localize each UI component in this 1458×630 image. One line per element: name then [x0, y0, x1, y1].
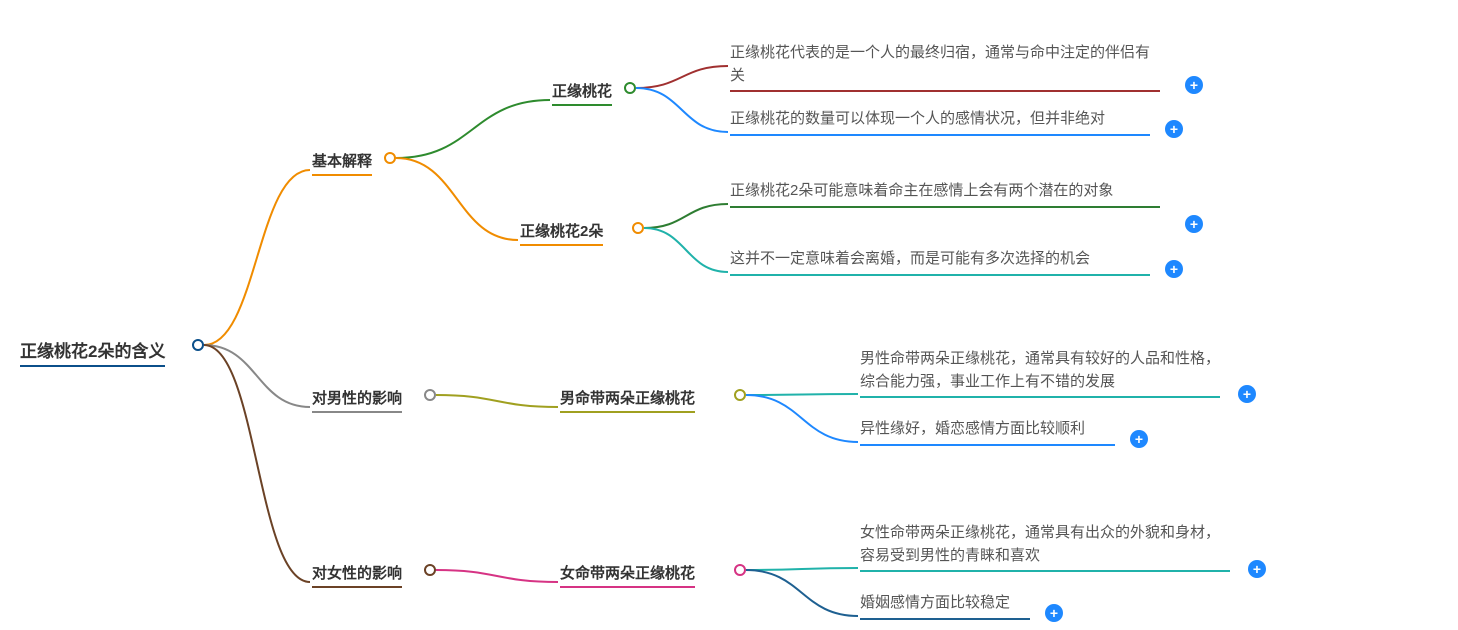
node-dot[interactable]	[192, 339, 204, 351]
leaf-node-2[interactable]: 正缘桃花2朵可能意味着命主在感情上会有两个潜在的对象	[730, 180, 1160, 208]
leaf-node-3[interactable]: 这并不一定意味着会离婚，而是可能有多次选择的机会	[730, 248, 1150, 276]
level2-node-1[interactable]: 正缘桃花2朵	[520, 220, 603, 246]
expand-icon[interactable]: +	[1238, 385, 1256, 403]
expand-icon[interactable]: +	[1185, 215, 1203, 233]
expand-icon[interactable]: +	[1045, 604, 1063, 622]
node-dot[interactable]	[424, 389, 436, 401]
node-dot[interactable]	[624, 82, 636, 94]
level2-node-3[interactable]: 女命带两朵正缘桃花	[560, 562, 695, 588]
expand-icon[interactable]: +	[1165, 120, 1183, 138]
node-dot[interactable]	[384, 152, 396, 164]
leaf-node-0[interactable]: 正缘桃花代表的是一个人的最终归宿，通常与命中注定的伴侣有关	[730, 42, 1160, 92]
leaf-node-1[interactable]: 正缘桃花的数量可以体现一个人的感情状况，但并非绝对	[730, 108, 1150, 136]
root-node[interactable]: 正缘桃花2朵的含义	[20, 337, 165, 367]
expand-icon[interactable]: +	[1248, 560, 1266, 578]
node-dot[interactable]	[734, 389, 746, 401]
node-dot[interactable]	[632, 222, 644, 234]
leaf-node-5[interactable]: 异性缘好，婚恋感情方面比较顺利	[860, 418, 1115, 446]
expand-icon[interactable]: +	[1185, 76, 1203, 94]
expand-icon[interactable]: +	[1165, 260, 1183, 278]
level2-node-0[interactable]: 正缘桃花	[552, 80, 612, 106]
node-dot[interactable]	[424, 564, 436, 576]
level1-node-2[interactable]: 对女性的影响	[312, 562, 402, 588]
node-dot[interactable]	[734, 564, 746, 576]
leaf-node-7[interactable]: 婚姻感情方面比较稳定	[860, 592, 1030, 620]
connector-layer	[0, 0, 1458, 630]
level2-node-2[interactable]: 男命带两朵正缘桃花	[560, 387, 695, 413]
level1-node-0[interactable]: 基本解释	[312, 150, 372, 176]
level1-node-1[interactable]: 对男性的影响	[312, 387, 402, 413]
leaf-node-6[interactable]: 女性命带两朵正缘桃花，通常具有出众的外貌和身材，容易受到男性的青睐和喜欢	[860, 522, 1230, 572]
leaf-node-4[interactable]: 男性命带两朵正缘桃花，通常具有较好的人品和性格，综合能力强，事业工作上有不错的发…	[860, 348, 1220, 398]
expand-icon[interactable]: +	[1130, 430, 1148, 448]
